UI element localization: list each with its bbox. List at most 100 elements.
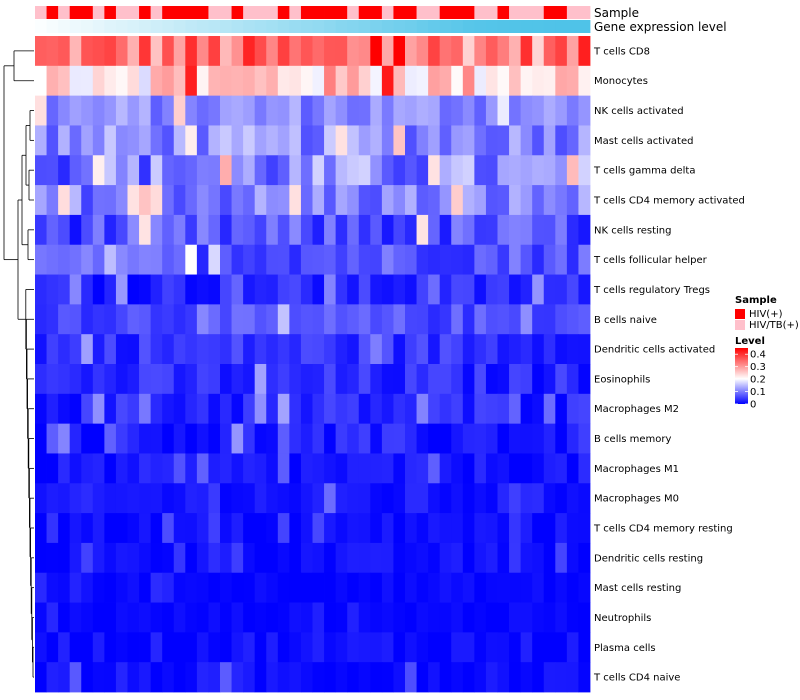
heatmap-cell (451, 423, 464, 454)
heatmap-cell (69, 393, 82, 425)
heatmap-cell (555, 602, 568, 633)
gene-level-cell (416, 20, 429, 33)
heatmap-cell (462, 483, 475, 514)
heatmap-cell (81, 95, 94, 126)
heatmap-cell (266, 185, 279, 216)
sample-annotation-cell (254, 6, 267, 19)
heatmap-cell (127, 662, 140, 693)
heatmap-cell (393, 393, 406, 425)
heatmap-cell (69, 125, 82, 156)
heatmap-cell (335, 364, 348, 395)
heatmap-cell (462, 602, 475, 633)
heatmap-cell (555, 513, 568, 544)
heatmap-cell (578, 274, 591, 305)
heatmap-cell (335, 214, 348, 246)
heatmap-cell (370, 572, 383, 603)
heatmap-cell (220, 334, 232, 365)
sample-annotation-cell (532, 6, 545, 19)
level-tick-label: 0.2 (750, 375, 766, 386)
sample-annotation-cell (243, 6, 256, 19)
heatmap-cell (92, 662, 105, 693)
gene-level-cell (196, 20, 209, 33)
heatmap-cell (104, 572, 117, 603)
sample-annotation-cell (81, 6, 94, 19)
heatmap-cell (428, 304, 441, 335)
heatmap-cell (381, 334, 394, 365)
heatmap-cell (243, 364, 256, 395)
heatmap-cell (243, 513, 256, 544)
heatmap-cell (289, 453, 302, 484)
heatmap-cell (277, 36, 290, 67)
heatmap-cell (347, 483, 360, 514)
heatmap-cell (532, 274, 545, 305)
heatmap-cell (439, 542, 452, 574)
heatmap-cell (324, 155, 337, 186)
heatmap-cell (509, 423, 522, 454)
heatmap-cell (254, 513, 267, 544)
heatmap-cell (104, 125, 117, 156)
heatmap-cell (173, 423, 186, 454)
heatmap-cell (243, 334, 256, 365)
row-dendrogram (3, 50, 34, 678)
heatmap-cell (254, 185, 267, 216)
heatmap-cell (451, 125, 464, 156)
heatmap-cell (115, 185, 128, 216)
heatmap-cell (254, 602, 267, 633)
heatmap-cell (358, 125, 371, 156)
heatmap-cell (509, 602, 522, 633)
heatmap-cell (324, 632, 337, 663)
heatmap-cell (509, 304, 522, 335)
heatmap-cell (277, 155, 290, 186)
heatmap-cell (439, 36, 452, 67)
heatmap-cell (162, 602, 175, 633)
gene-level-cell (566, 20, 579, 33)
heatmap-cell (347, 95, 360, 126)
sample-track-label: Sample (594, 6, 639, 20)
heatmap-cell (566, 214, 579, 246)
heatmap-cell (58, 542, 71, 574)
heatmap-cell (405, 214, 417, 246)
heatmap-cell (231, 572, 244, 603)
heatmap-cell (231, 36, 244, 67)
heatmap-cell (324, 95, 337, 126)
gene-level-cell (277, 20, 290, 33)
heatmap-cell (532, 602, 545, 633)
heatmap-cell (185, 36, 198, 67)
heatmap-cell (497, 274, 510, 305)
heatmap-cell (289, 364, 302, 395)
heatmap-cell (277, 542, 290, 574)
heatmap-cell (416, 453, 429, 484)
heatmap-cell (162, 483, 175, 514)
heatmap-cell (185, 423, 198, 454)
heatmap-cell (173, 513, 186, 544)
heatmap-cell (254, 334, 267, 365)
gene-level-cell (347, 20, 360, 33)
heatmap-cell (405, 662, 417, 693)
gene-level-cell (439, 20, 452, 33)
heatmap-cell (566, 185, 579, 216)
heatmap-cell (439, 65, 452, 97)
heatmap-cell (208, 483, 221, 514)
heatmap-cell (289, 65, 302, 97)
heatmap-cell (358, 155, 371, 186)
heatmap-cell (185, 364, 198, 395)
heatmap-cell (474, 423, 487, 454)
heatmap-cell (312, 304, 325, 335)
heatmap-cell (231, 185, 244, 216)
heatmap-cell (127, 572, 140, 603)
heatmap-cell (231, 513, 244, 544)
heatmap-cell (254, 542, 267, 574)
gene-level-cell (139, 20, 152, 33)
heatmap-cell (393, 453, 406, 484)
sample-annotation-cell (578, 6, 591, 19)
heatmap-cell (266, 423, 279, 454)
gene-level-cell (578, 20, 591, 33)
heatmap-cell (127, 453, 140, 484)
heatmap-cell (428, 244, 441, 275)
heatmap-cell (393, 125, 406, 156)
heatmap-cell (543, 483, 556, 514)
heatmap-cell (208, 632, 221, 663)
heatmap-cell (185, 632, 198, 663)
heatmap-cell (474, 513, 487, 544)
heatmap-cell (428, 453, 441, 484)
